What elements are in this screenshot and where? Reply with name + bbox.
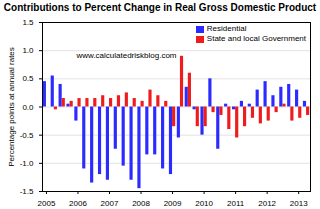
svg-text:Percentage points at annual ra: Percentage points at annual rates (7, 47, 16, 167)
svg-text:-1.0: -1.0 (20, 159, 34, 168)
svg-text:2009: 2009 (164, 199, 182, 208)
svg-text:2006: 2006 (69, 199, 87, 208)
svg-text:1.5: 1.5 (22, 18, 34, 27)
svg-text:2012: 2012 (258, 199, 276, 208)
svg-text:1.0: 1.0 (22, 46, 34, 55)
svg-text:0.5: 0.5 (22, 74, 34, 83)
svg-text:2013: 2013 (290, 199, 308, 208)
svg-text:-1.5: -1.5 (20, 187, 34, 196)
svg-text:-0.5: -0.5 (20, 131, 34, 140)
svg-text:2010: 2010 (195, 199, 213, 208)
svg-text:0.0: 0.0 (22, 103, 34, 112)
html-text:State and local Government: State and local Government (206, 34, 306, 43)
svg-text:www.calculatedriskblog.com: www.calculatedriskblog.com (75, 51, 176, 60)
svg-text:2008: 2008 (132, 199, 150, 208)
svg-text:2005: 2005 (38, 199, 56, 208)
svg-text:2011: 2011 (227, 199, 245, 208)
html-text:Contributions to Percent Chang: Contributions to Percent Change in Real … (3, 2, 317, 13)
html-text:Residential: Residential (206, 24, 247, 33)
svg-text:2007: 2007 (101, 199, 119, 208)
